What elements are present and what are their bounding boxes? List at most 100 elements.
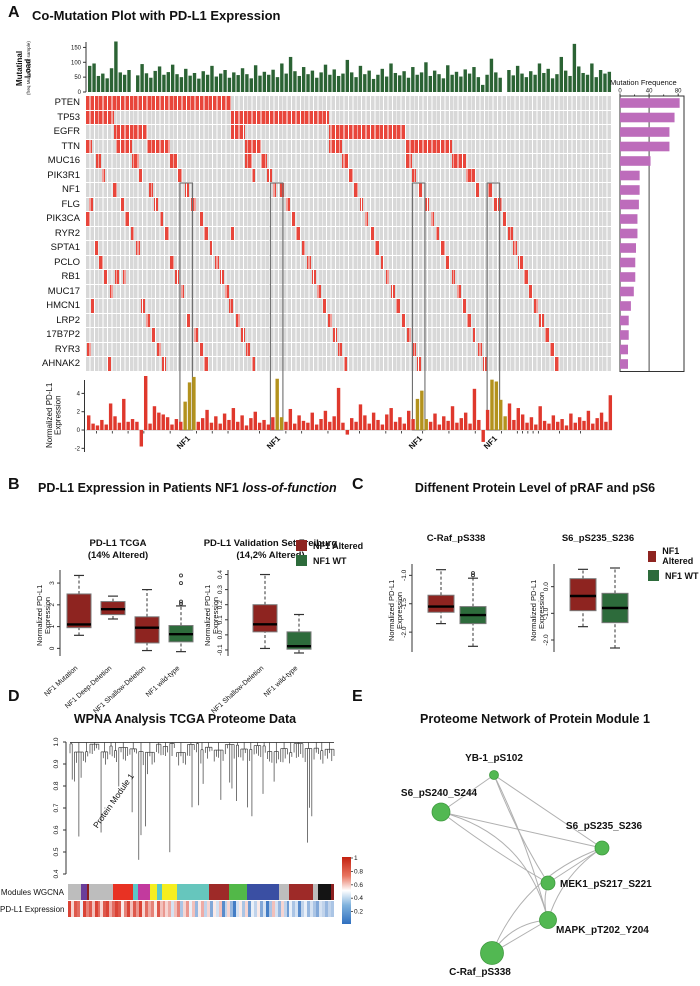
mutload-bar [411,67,415,92]
pdl1-heat-cell [88,901,92,917]
network-edge [440,774,495,813]
expression-bar [135,421,139,431]
mutload-bar [345,59,350,92]
box-x-label: NF1 Mutation [43,664,80,699]
expression-bar [275,378,279,431]
pdl1-heat-cell [118,901,122,917]
mutload-bar [367,70,371,92]
expression-bar [608,395,613,431]
mutload-bar [245,74,249,92]
pdl1-heat-cell [130,901,133,917]
mutload-bar [590,63,594,92]
pdl1-heat-cell [94,901,98,917]
expression-bar [222,413,227,431]
gene-label-PTEN: PTEN [54,97,80,108]
mutload-bar [389,63,393,92]
matrix-row-RYR2 [86,226,612,241]
expression-bar [595,418,599,431]
expression-bar [200,418,205,431]
freiburg-plot-title: PD-L1 Validation Set Freiburg (14,2% Alt… [198,538,343,562]
expression-bar [122,398,126,431]
panel-c-legend: NF1 Altered NF1 WT [648,546,700,585]
svg-text:1: 1 [354,855,358,862]
expression-bar [525,422,529,431]
mutload-bar [511,75,515,92]
gene-label-PIK3R1: PIK3R1 [47,169,80,181]
outlier-point [179,601,183,606]
tcga-title-line1: PD-L1 TCGA [89,538,147,549]
wgcna-module-segment [279,884,289,900]
expression-bar [284,421,288,431]
pdl1-heat-cell [265,901,269,917]
mutload-bar [184,68,188,92]
mutload-bar [454,71,459,92]
b-right-ylabel: Normalized PD-L1 Expression [203,575,220,655]
expression-bar [306,422,310,431]
boxplot-box [134,616,160,644]
pdl1-heat-cell [197,901,201,917]
freq-bar [620,359,628,369]
expression-bar [165,417,170,431]
mutload-bar [92,63,96,92]
expression-bar [569,413,573,431]
gene-label-column: PTEN TP53 EGFR TTN MUC16 PIK3R1 NF1 FLG PIK3CA RY… [0,96,84,372]
mutload-bar [114,41,118,92]
expression-bar [556,421,560,431]
panel-b-title-italic: loss-of-function [242,481,337,495]
expression-bar [560,419,564,431]
pdl1-heat-cell [212,901,216,917]
expression-bar [385,414,389,431]
nf1-wt-swatch [296,555,307,566]
freq-bar [620,301,631,311]
expression-bar [319,419,323,431]
mutload-bar [170,64,175,92]
pdl1-heat-cell [141,901,145,917]
expression-bar [516,408,520,431]
expression-bar [499,399,503,431]
pdl1-heat-cell [313,901,317,917]
expression-bar [415,398,420,431]
mutload-bar [205,74,210,92]
expression-bar [358,404,363,431]
pdl1-heat-cell [248,901,252,917]
expression-bar [599,412,604,431]
pdl1-heat-cell [171,901,175,917]
freq-bar [620,315,629,326]
svg-text:40: 40 [646,89,653,95]
expression-bar [564,425,569,431]
mutload-bar [323,64,328,92]
expression-bar [91,423,95,431]
outlier-point [471,573,475,578]
heatmap-color-scale [342,857,351,924]
pdl1-heat-cell [218,901,222,917]
mutload-bar [415,74,419,92]
panel-a-letter: A [8,4,20,21]
expression-bar [577,417,582,431]
gene-label-AHNAK2: AHNAK2 [41,358,80,369]
protein-module-label: Protein Module 1 [90,771,136,830]
expression-bar [472,388,477,431]
mutload-bar [594,77,598,92]
mutload-bar [258,75,262,92]
expression-bar [551,415,556,431]
panel-a-title: Co-Mutation Plot with PD-L1 Expression [32,8,281,23]
mutload-bar [467,73,472,92]
expression-bar [117,422,122,431]
expression-bar [350,418,354,431]
pdl1-heat-cell [168,901,172,917]
wgcna-module-segment [317,884,332,900]
network-edge [440,811,603,849]
outlier-point [179,573,183,578]
boxplot-box [168,625,194,643]
mutload-bar [140,64,144,92]
expression-bar [380,424,385,431]
expression-bar [520,414,525,431]
expression-bar [481,430,485,442]
network-edge [440,811,549,884]
pdl1-heat-cell [274,901,278,917]
mutload-bar [297,75,302,92]
boxplot-box [569,578,597,612]
nf1-column-label: NF1 [407,433,425,452]
expression-bar [244,425,249,431]
